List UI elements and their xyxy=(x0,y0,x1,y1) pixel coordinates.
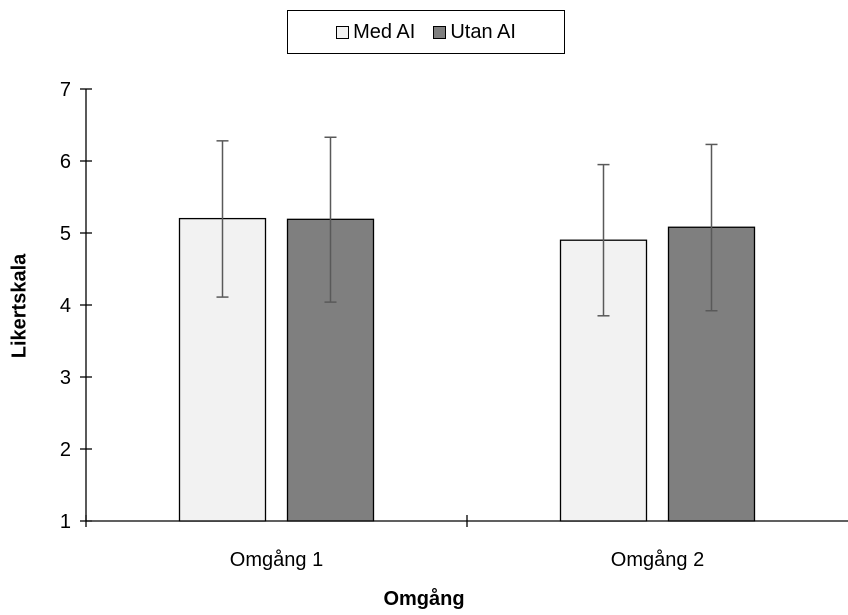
y-tick-label: 7 xyxy=(60,79,71,101)
chart-error-bars xyxy=(216,136,718,317)
y-tick-label: 1 xyxy=(60,511,71,533)
legend-label-series-1: Med AI xyxy=(353,20,416,43)
chart-tick-labels: 1 2 3 4 5 6 7 Omgång 1 Omgång 2 xyxy=(60,79,704,571)
y-tick-label: 3 xyxy=(60,367,71,389)
chart-bars xyxy=(178,217,756,522)
x-axis-title: Omgång xyxy=(383,588,465,610)
y-tick-label: 4 xyxy=(60,295,71,317)
chart-legend: Med AI Utan AI xyxy=(287,10,565,54)
y-axis-title: Likertskala xyxy=(8,253,31,359)
legend-item-series-2: Utan AI xyxy=(433,21,516,44)
y-tick-label: 6 xyxy=(60,151,71,173)
legend-swatch-series-1 xyxy=(336,25,350,39)
legend-label-series-2: Utan AI xyxy=(450,20,516,43)
legend-swatch-series-2 xyxy=(433,25,447,39)
x-tick-label: Omgång 1 xyxy=(230,549,323,571)
y-tick-label: 2 xyxy=(60,439,71,461)
y-tick-label: 5 xyxy=(60,223,71,245)
legend-item-series-1: Med AI xyxy=(336,21,415,44)
x-tick-label: Omgång 2 xyxy=(611,549,704,571)
